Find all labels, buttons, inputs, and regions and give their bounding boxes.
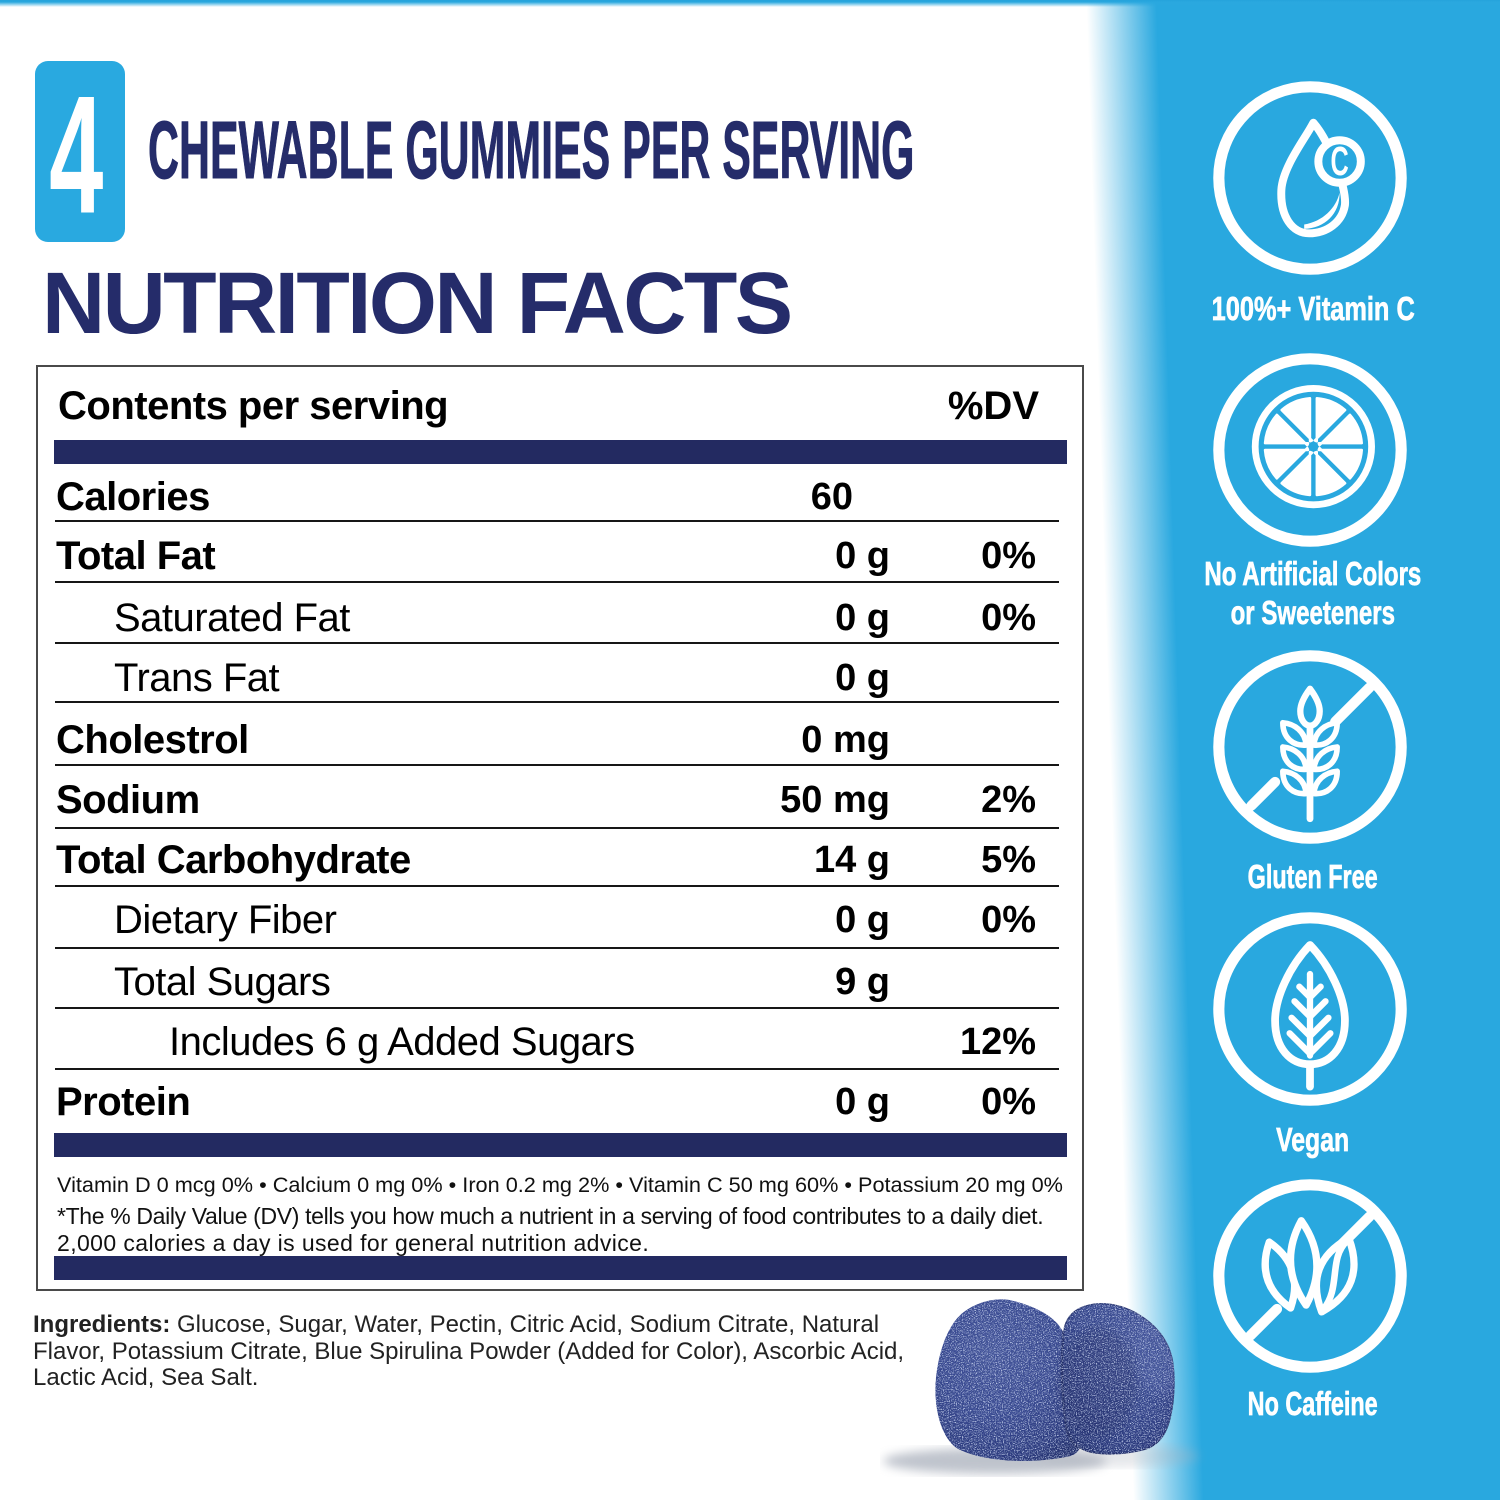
svg-text:C: C: [1330, 139, 1348, 185]
